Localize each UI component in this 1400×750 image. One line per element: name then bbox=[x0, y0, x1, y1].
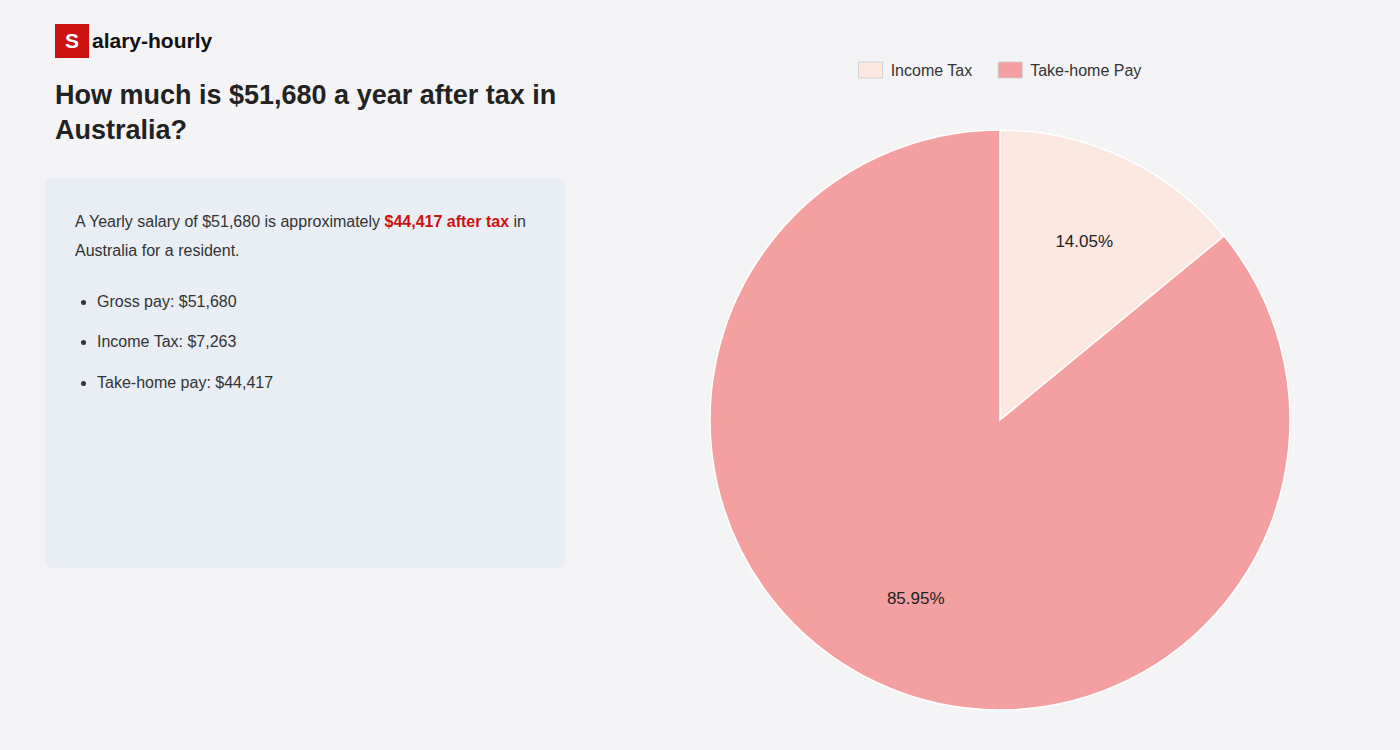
info-text-part: in bbox=[509, 213, 526, 230]
logo-text: alary-hourly bbox=[92, 29, 212, 53]
bullet-item: Income Tax: $7,263 bbox=[97, 328, 535, 357]
title: How much is $51,680 a year after tax in … bbox=[55, 78, 585, 148]
legend-item: Income Tax bbox=[859, 62, 973, 79]
info-text-part: A Yearly salary of $51,680 is approximat… bbox=[75, 213, 385, 230]
data-label: 85.95% bbox=[887, 589, 945, 608]
legend: Income Tax Take-home Pay bbox=[859, 62, 1142, 79]
legend-label: Income Tax bbox=[891, 62, 973, 79]
chart: 14.05% 85.95% Income Tax Take-home Pay bbox=[600, 0, 1400, 750]
info-text: A Yearly salary of $51,680 is approximat… bbox=[75, 208, 535, 266]
legend-swatch bbox=[998, 62, 1022, 78]
data-label: 14.05% bbox=[1055, 232, 1113, 251]
slices bbox=[710, 130, 1290, 710]
legend-label: Take-home Pay bbox=[1030, 62, 1141, 79]
logo: Salary-hourly bbox=[55, 24, 212, 58]
bullet-item: Take-home pay: $44,417 bbox=[97, 369, 535, 398]
info-box: A Yearly salary of $51,680 is approximat… bbox=[45, 178, 565, 568]
legend-swatch bbox=[859, 62, 883, 78]
info-highlight: $44,417 after tax bbox=[385, 213, 510, 230]
bullet-list: Gross pay: $51,680 Income Tax: $7,263 Take… bbox=[75, 288, 535, 398]
info-text-part: Australia for a resident. bbox=[75, 242, 240, 259]
left-panel: Salary-hourly How much is $51,680 a year … bbox=[0, 0, 600, 750]
page: {"chart_data": {"type": "pie", "title": … bbox=[0, 0, 1400, 750]
bullet-item: Gross pay: $51,680 bbox=[97, 288, 535, 317]
logo-letter: S bbox=[55, 24, 89, 58]
data-labels: 14.05% 85.95% bbox=[887, 232, 1113, 608]
pie-slice bbox=[710, 130, 1290, 710]
legend-item: Take-home Pay bbox=[998, 62, 1141, 79]
